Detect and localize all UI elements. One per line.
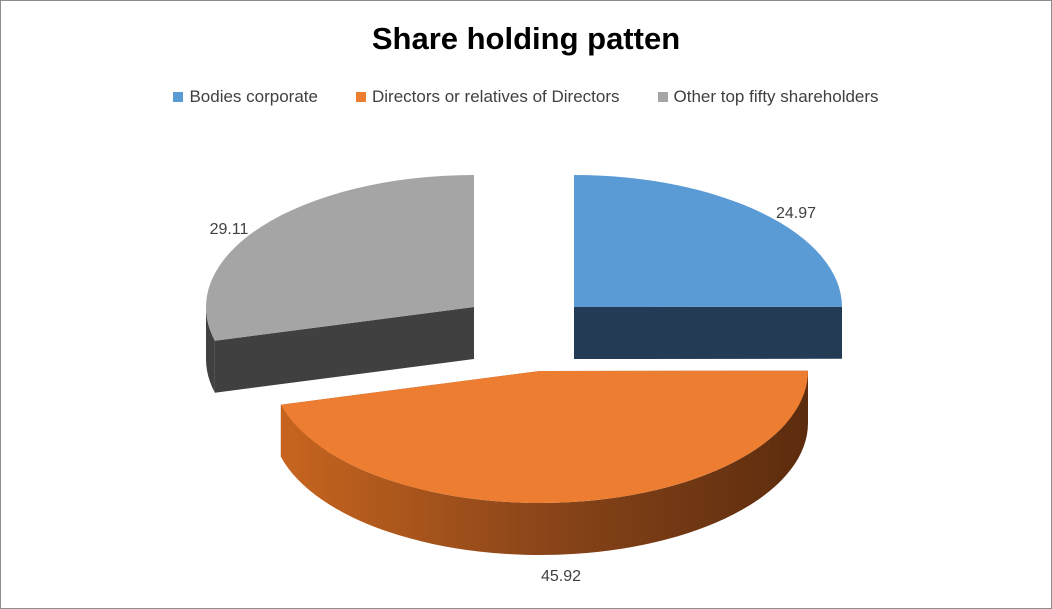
slice-wall [214,307,475,393]
pie-slice [280,370,808,555]
legend: Bodies corporate Directors or relatives … [1,87,1051,107]
slice-wall [574,306,842,359]
pie-slice [574,175,842,359]
legend-item-directors: Directors or relatives of Directors [355,87,620,107]
legend-item-other-shareholders: Other top fifty shareholders [657,87,879,107]
legend-item-bodies-corporate: Bodies corporate [173,87,318,107]
legend-swatch-bodies-corporate [173,92,184,102]
data-label: 29.11 [210,221,249,238]
data-label: 24.97 [776,205,816,222]
chart-title: Share holding patten [371,21,681,56]
data-label: 45.92 [541,568,581,585]
legend-swatch-other-shareholders [657,92,668,102]
slice-top [206,175,474,341]
pie-slice [206,175,475,393]
slice-side [280,371,808,555]
slice-top [574,175,842,307]
slice-top [280,370,808,503]
legend-label: Bodies corporate [189,87,318,106]
legend-label: Directors or relatives of Directors [371,87,620,106]
slice-side [206,307,215,393]
legend-swatch-directors [355,92,366,102]
legend-label: Other top fifty shareholders [673,87,879,106]
